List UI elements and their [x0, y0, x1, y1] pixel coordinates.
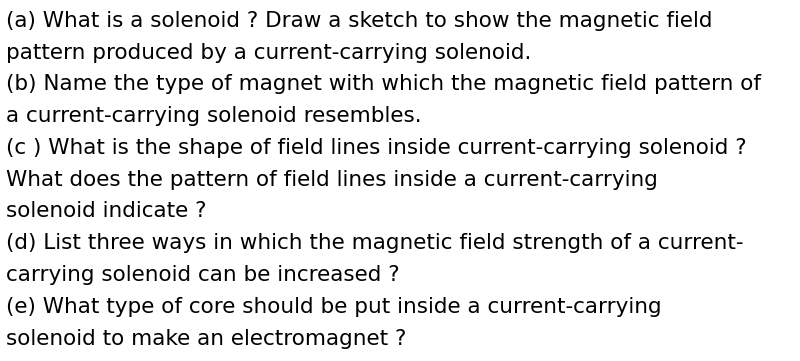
Text: (a) What is a solenoid ? Draw a sketch to show the magnetic field: (a) What is a solenoid ? Draw a sketch t… [6, 11, 713, 31]
Text: pattern produced by a current-carrying solenoid.: pattern produced by a current-carrying s… [6, 43, 532, 62]
Text: (e) What type of core should be put inside a current-carrying: (e) What type of core should be put insi… [6, 297, 662, 317]
Text: What does the pattern of field lines inside a current-carrying: What does the pattern of field lines ins… [6, 170, 658, 190]
Text: (d) List three ways in which the magnetic field strength of a current-: (d) List three ways in which the magneti… [6, 233, 744, 253]
Text: (b) Name the type of magnet with which the magnetic field pattern of: (b) Name the type of magnet with which t… [6, 74, 762, 94]
Text: solenoid to make an electromagnet ?: solenoid to make an electromagnet ? [6, 329, 406, 348]
Text: solenoid indicate ?: solenoid indicate ? [6, 201, 207, 221]
Text: a current-carrying solenoid resembles.: a current-carrying solenoid resembles. [6, 106, 422, 126]
Text: carrying solenoid can be increased ?: carrying solenoid can be increased ? [6, 265, 400, 285]
Text: (c ) What is the shape of field lines inside current-carrying solenoid ?: (c ) What is the shape of field lines in… [6, 138, 747, 158]
